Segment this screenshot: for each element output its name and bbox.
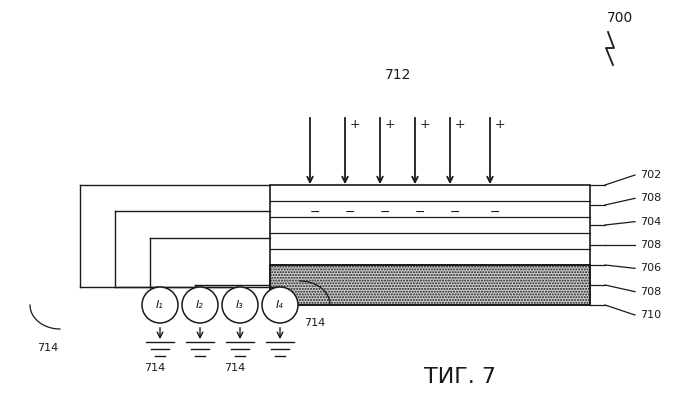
Bar	[270, 185, 590, 265]
Text: I₁: I₁	[156, 300, 164, 310]
Text: −: −	[345, 206, 355, 219]
Text: 702: 702	[640, 170, 661, 180]
Circle shape	[222, 287, 258, 323]
Text: 708: 708	[640, 287, 661, 297]
Text: 700: 700	[607, 11, 633, 25]
Text: ΤИГ. 7: ΤИГ. 7	[424, 367, 496, 387]
Text: +: +	[495, 118, 505, 131]
Text: −: −	[310, 206, 320, 219]
Text: −: −	[415, 206, 425, 219]
Text: 706: 706	[640, 263, 661, 274]
Circle shape	[262, 287, 298, 323]
Text: +: +	[419, 118, 431, 131]
Text: I₃: I₃	[236, 300, 244, 310]
Text: 708: 708	[640, 193, 661, 204]
Text: 714: 714	[37, 343, 59, 353]
Text: −: −	[380, 206, 390, 219]
Text: 714: 714	[145, 363, 166, 373]
Bar	[270, 265, 590, 305]
Text: +: +	[350, 118, 360, 131]
Text: 710: 710	[640, 310, 661, 320]
Text: +: +	[454, 118, 466, 131]
Bar	[270, 265, 590, 305]
Text: −: −	[490, 206, 500, 219]
Text: −: −	[449, 206, 460, 219]
Text: 714: 714	[224, 363, 245, 373]
Circle shape	[142, 287, 178, 323]
Text: I₂: I₂	[196, 300, 204, 310]
Circle shape	[182, 287, 218, 323]
Text: 714: 714	[304, 318, 326, 328]
Text: 708: 708	[640, 240, 661, 250]
Text: +: +	[384, 118, 396, 131]
Text: 712: 712	[385, 68, 412, 82]
Text: I₄: I₄	[276, 300, 284, 310]
Text: 704: 704	[640, 217, 661, 227]
